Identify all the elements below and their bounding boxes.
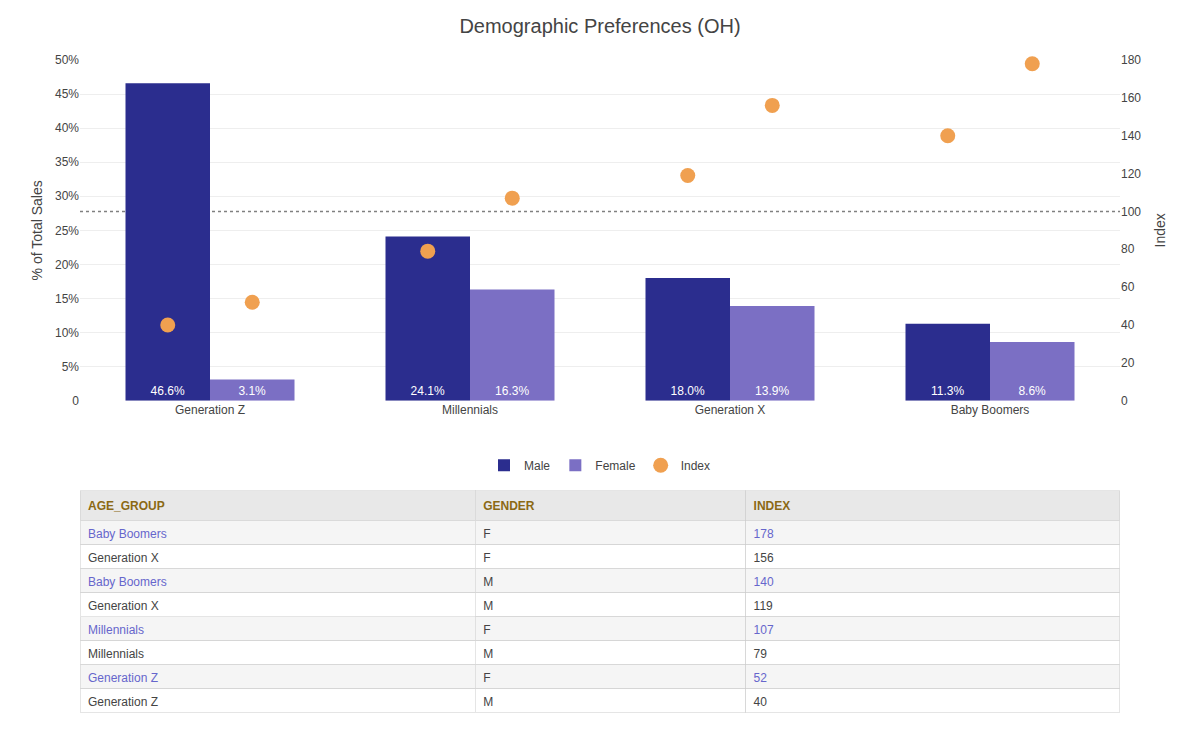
svg-text:F: F — [483, 527, 490, 541]
svg-text:Generation X: Generation X — [88, 599, 159, 613]
svg-text:Generation Z: Generation Z — [88, 671, 158, 685]
svg-text:20: 20 — [1121, 356, 1135, 370]
svg-text:35%: 35% — [55, 155, 79, 169]
svg-text:Demographic Preferences (OH): Demographic Preferences (OH) — [459, 15, 740, 37]
svg-text:F: F — [483, 623, 490, 637]
svg-text:25%: 25% — [55, 224, 79, 238]
svg-text:8.6%: 8.6% — [1018, 384, 1046, 398]
svg-text:60: 60 — [1121, 280, 1135, 294]
svg-text:50%: 50% — [55, 53, 79, 67]
svg-text:18.0%: 18.0% — [671, 384, 705, 398]
svg-text:119: 119 — [754, 599, 773, 613]
svg-text:40: 40 — [754, 695, 768, 709]
svg-text:140: 140 — [754, 575, 774, 589]
svg-text:Generation X: Generation X — [88, 551, 159, 565]
svg-text:178: 178 — [754, 527, 774, 541]
svg-text:Index: Index — [1152, 213, 1168, 247]
svg-text:107: 107 — [754, 623, 774, 637]
svg-text:AGE_GROUP: AGE_GROUP — [88, 499, 165, 513]
svg-text:11.3%: 11.3% — [931, 384, 964, 398]
svg-text:160: 160 — [1121, 91, 1141, 105]
svg-text:30%: 30% — [55, 189, 79, 203]
svg-text:Female: Female — [595, 459, 635, 473]
svg-text:Millennials: Millennials — [88, 623, 144, 637]
svg-text:20%: 20% — [55, 258, 79, 272]
svg-text:40: 40 — [1121, 318, 1135, 332]
svg-text:F: F — [483, 671, 490, 685]
svg-text:3.1%: 3.1% — [238, 384, 266, 398]
svg-text:Millennials: Millennials — [442, 403, 498, 417]
svg-text:F: F — [483, 551, 490, 565]
svg-text:52: 52 — [754, 671, 768, 685]
svg-text:15%: 15% — [55, 292, 79, 306]
svg-text:M: M — [483, 647, 493, 661]
svg-text:180: 180 — [1121, 53, 1141, 67]
svg-text:GENDER: GENDER — [483, 499, 535, 513]
svg-text:5%: 5% — [62, 360, 80, 374]
svg-text:45%: 45% — [55, 87, 79, 101]
svg-text:80: 80 — [1121, 242, 1135, 256]
svg-text:140: 140 — [1121, 129, 1141, 143]
svg-text:% of Total Sales: % of Total Sales — [29, 180, 45, 280]
svg-text:Millennials: Millennials — [88, 647, 144, 661]
svg-text:24.1%: 24.1% — [411, 384, 445, 398]
svg-text:79: 79 — [754, 647, 768, 661]
svg-text:10%: 10% — [55, 326, 79, 340]
svg-text:Index: Index — [681, 459, 710, 473]
svg-text:M: M — [483, 575, 493, 589]
svg-text:40%: 40% — [55, 121, 79, 135]
svg-text:INDEX: INDEX — [754, 499, 791, 513]
svg-text:Baby Boomers: Baby Boomers — [88, 575, 167, 589]
svg-text:100: 100 — [1121, 205, 1141, 219]
svg-text:13.9%: 13.9% — [755, 384, 789, 398]
svg-text:0: 0 — [72, 394, 79, 408]
svg-text:0: 0 — [1121, 394, 1128, 408]
svg-text:Generation Z: Generation Z — [175, 403, 245, 417]
svg-text:M: M — [483, 599, 493, 613]
svg-text:156: 156 — [754, 551, 774, 565]
svg-text:Male: Male — [524, 459, 550, 473]
svg-text:Generation X: Generation X — [695, 403, 766, 417]
svg-text:Baby Boomers: Baby Boomers — [88, 527, 167, 541]
svg-text:Generation Z: Generation Z — [88, 695, 158, 709]
svg-text:M: M — [483, 695, 493, 709]
svg-text:120: 120 — [1121, 167, 1141, 181]
svg-text:16.3%: 16.3% — [495, 384, 529, 398]
svg-text:46.6%: 46.6% — [151, 384, 185, 398]
svg-text:Baby Boomers: Baby Boomers — [951, 403, 1030, 417]
